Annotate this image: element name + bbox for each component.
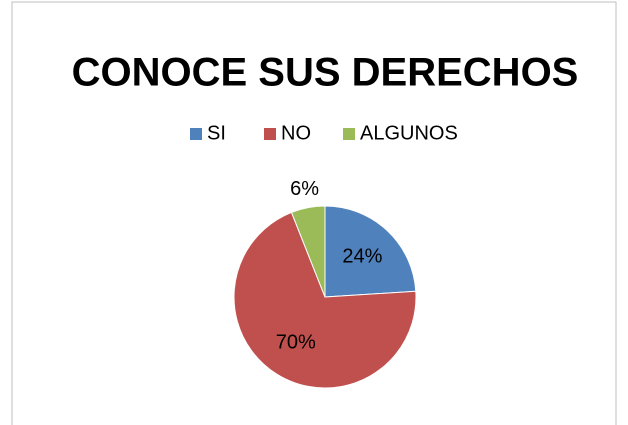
legend-label: ALGUNOS bbox=[360, 122, 458, 144]
pie-slice bbox=[290, 205, 326, 298]
legend-swatch bbox=[343, 128, 355, 140]
legend-label: SI bbox=[207, 122, 226, 144]
legend-swatch bbox=[190, 128, 202, 140]
data-label: 24% bbox=[342, 245, 382, 267]
legend-swatch bbox=[264, 128, 276, 140]
pie-slice bbox=[324, 205, 417, 298]
pie-slice bbox=[233, 211, 417, 389]
chart-title: CONOCE SUS DERECHOS bbox=[72, 51, 579, 95]
legend-label: NO bbox=[281, 122, 311, 144]
data-label: 70% bbox=[276, 331, 316, 353]
data-label: 6% bbox=[290, 178, 319, 200]
